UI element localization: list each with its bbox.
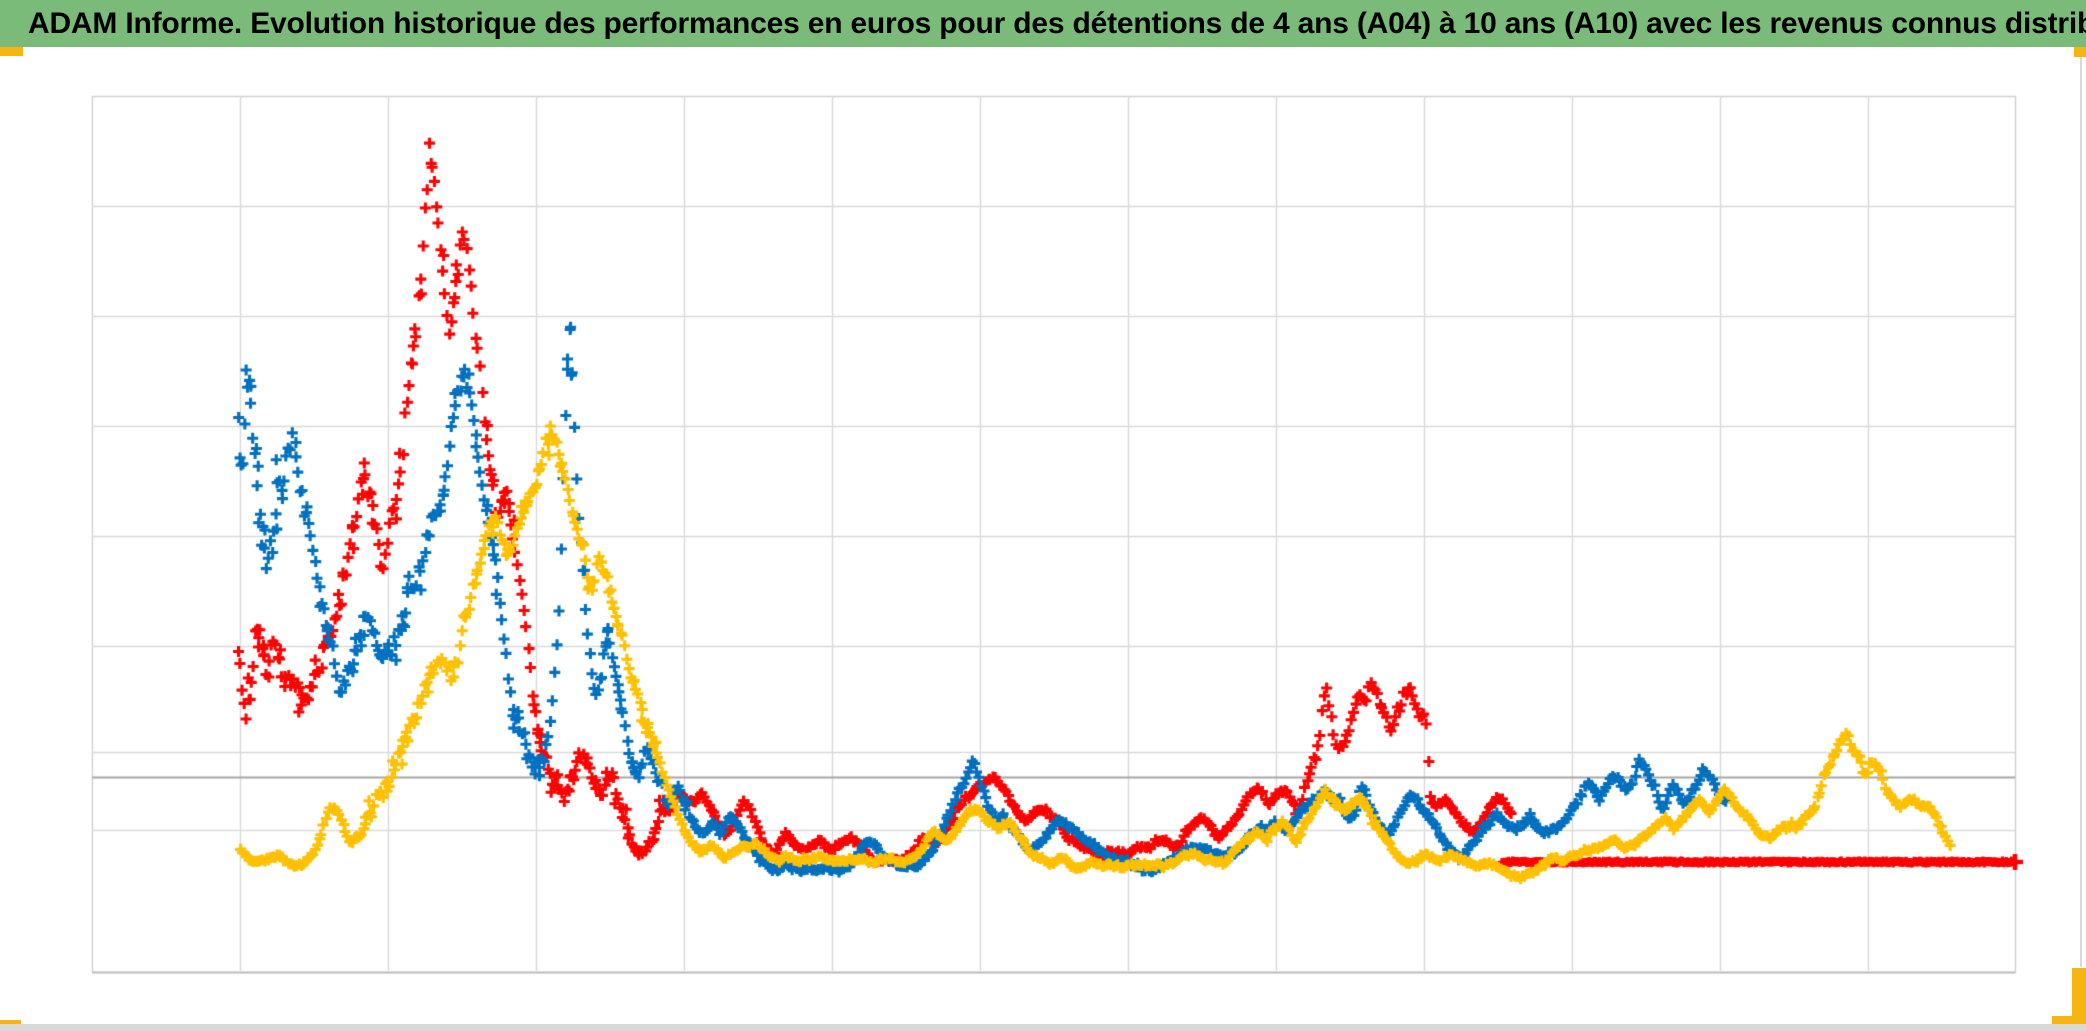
sheet-right-border-line	[2080, 57, 2082, 967]
chart-title-text: ADAM Informe. Evolution historique des p…	[28, 6, 2086, 40]
sheet-bottom-gray-strip	[0, 1024, 2086, 1031]
yellow-corner-accent-top-right	[2074, 47, 2086, 57]
yellow-corner-accent-top-left	[0, 47, 23, 56]
chart-title-bar: ADAM Informe. Evolution historique des p…	[0, 0, 2086, 47]
yellow-corner-accent-bottom-right-vertical	[2072, 968, 2086, 1025]
yellow-corner-accent-bottom-right-horizontal	[2052, 1016, 2086, 1025]
